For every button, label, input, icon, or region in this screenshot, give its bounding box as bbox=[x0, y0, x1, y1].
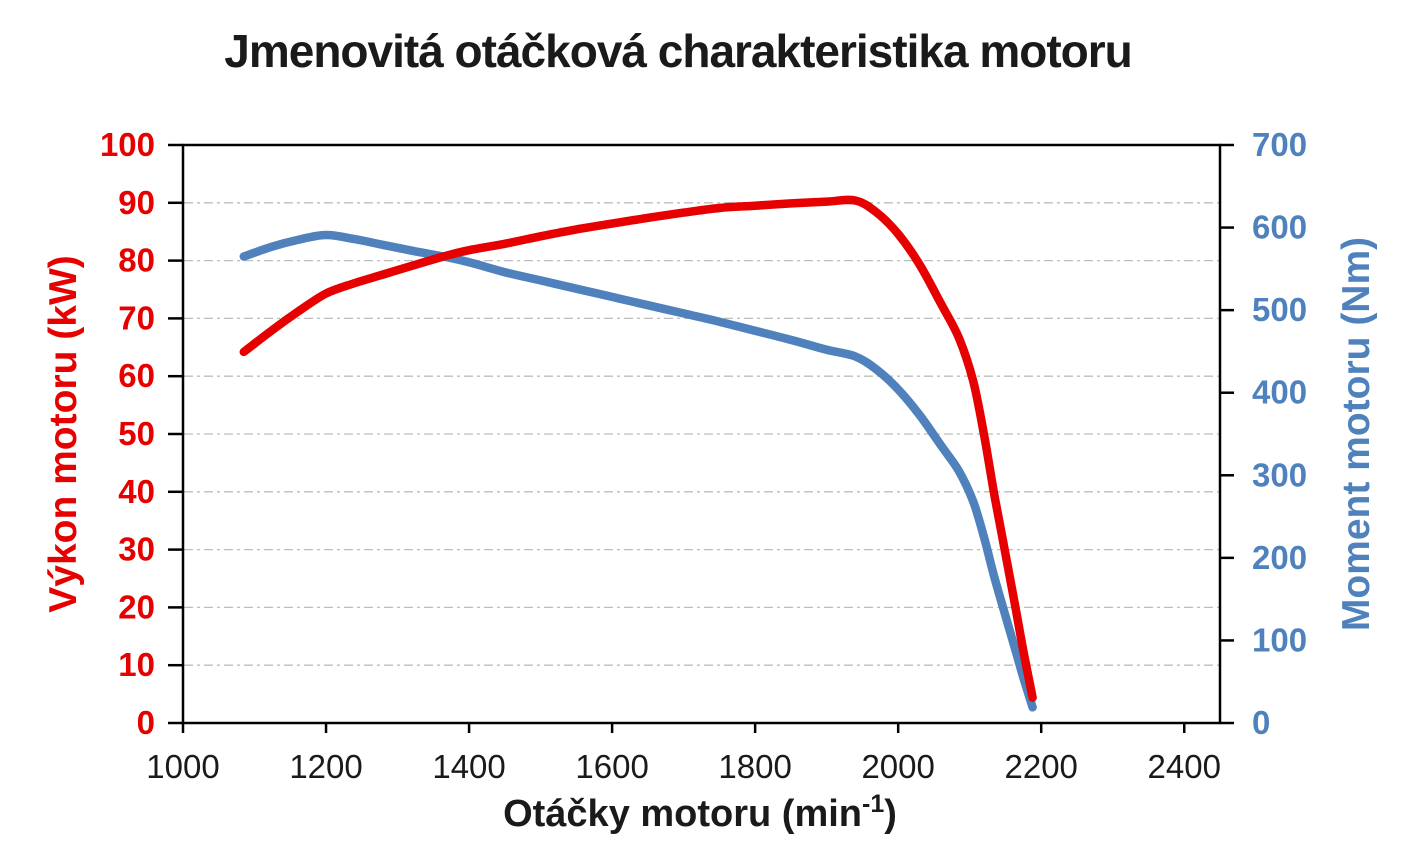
left-tick-label: 90 bbox=[118, 184, 155, 221]
right-tick-label: 100 bbox=[1252, 621, 1307, 658]
left-tick-label: 0 bbox=[137, 704, 155, 741]
x-tick-label: 1200 bbox=[289, 748, 362, 785]
power-curve bbox=[239, 195, 1037, 702]
torque-curve bbox=[239, 230, 1037, 712]
left-tick-label: 100 bbox=[100, 126, 155, 163]
left-tick-label: 20 bbox=[118, 588, 155, 625]
left-tick-label: 10 bbox=[118, 646, 155, 683]
x-tick-label: 1400 bbox=[432, 748, 505, 785]
x-axis-title: Otáčky motoru (min-1) bbox=[0, 790, 1400, 836]
right-tick-label: 600 bbox=[1252, 209, 1307, 246]
left-tick-label: 70 bbox=[118, 299, 155, 336]
x-tick-label: 2200 bbox=[1004, 748, 1077, 785]
right-tick-label: 200 bbox=[1252, 539, 1307, 576]
chart-title: Jmenovitá otáčková charakteristika motor… bbox=[224, 25, 1132, 77]
x-axis-title-close: ) bbox=[884, 793, 897, 835]
right-tick-label: 500 bbox=[1252, 291, 1307, 328]
right-tick-label: 300 bbox=[1252, 456, 1307, 493]
x-tick-label: 2400 bbox=[1148, 748, 1221, 785]
x-tick-label: 1000 bbox=[146, 748, 219, 785]
left-tick-label: 50 bbox=[118, 415, 155, 452]
right-tick-label: 700 bbox=[1252, 126, 1307, 163]
right-tick-label: 0 bbox=[1252, 704, 1270, 741]
left-tick-label: 60 bbox=[118, 357, 155, 394]
x-tick-label: 1600 bbox=[575, 748, 648, 785]
x-tick-label: 2000 bbox=[861, 748, 934, 785]
left-tick-label: 30 bbox=[118, 531, 155, 568]
left-tick-label: 80 bbox=[118, 242, 155, 279]
left-tick-label: 40 bbox=[118, 473, 155, 510]
x-axis-title-text: Otáčky motoru (min bbox=[503, 793, 863, 835]
x-axis-title-superscript: -1 bbox=[862, 790, 885, 818]
x-tick-label: 1800 bbox=[718, 748, 791, 785]
right-tick-label: 400 bbox=[1252, 374, 1307, 411]
